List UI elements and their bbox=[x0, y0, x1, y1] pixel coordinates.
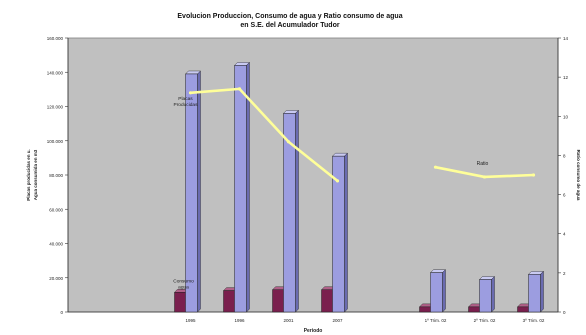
bar-side-face bbox=[442, 269, 446, 313]
ratio-point bbox=[188, 91, 193, 95]
y-right-tick-label: 0 bbox=[563, 310, 566, 315]
annotation-placas-producidas: Producidas bbox=[174, 102, 199, 108]
x-tick-label: 2007 bbox=[332, 318, 343, 323]
bar-side-face bbox=[197, 70, 201, 313]
chart-title-line-2: en S.E. del Acumulador Tudor bbox=[240, 22, 340, 29]
bar bbox=[283, 113, 296, 313]
bar bbox=[272, 289, 285, 313]
y-left-tick-label: 80.000 bbox=[49, 173, 63, 178]
annotation-ratio: Ratio bbox=[477, 161, 489, 167]
bar bbox=[528, 274, 541, 313]
x-tick-label: 1995 bbox=[185, 318, 196, 323]
annotation-consumo-agua: agua bbox=[178, 285, 189, 290]
ratio-point bbox=[237, 87, 242, 91]
bar bbox=[332, 155, 345, 313]
ratio-line bbox=[189, 87, 339, 183]
plot-area bbox=[67, 37, 559, 313]
bar-side-face bbox=[491, 275, 495, 313]
y-left-tick-label: 160.000 bbox=[47, 36, 64, 41]
y-right-tick-label: 4 bbox=[563, 232, 566, 237]
x-tick-label: 1º Trim. 02 bbox=[425, 318, 447, 323]
ratio-point bbox=[482, 175, 487, 179]
bar-side-face bbox=[540, 270, 544, 313]
ratio-point bbox=[286, 140, 291, 144]
x-tick-label: 3º Trim. 02 bbox=[523, 318, 545, 323]
y-left-tick-label: 120.000 bbox=[47, 105, 64, 110]
annotation-placas-producidas: Placas bbox=[178, 96, 193, 102]
y-right-tick-label: 14 bbox=[563, 36, 569, 41]
bar bbox=[174, 292, 187, 313]
chart-title-line-1: Evolucion Produccion, Consumo de agua y … bbox=[177, 13, 403, 20]
bar bbox=[223, 290, 236, 313]
y-right-tick-label: 2 bbox=[563, 271, 566, 276]
bar-side-face bbox=[344, 152, 348, 313]
y-left-tick-label: 20.000 bbox=[49, 276, 63, 281]
y-left-tick-label: 100.000 bbox=[47, 139, 64, 144]
x-tick-label: 2001 bbox=[283, 318, 294, 323]
y-left-tick-label: 40.000 bbox=[49, 242, 63, 247]
y-right-tick-label: 12 bbox=[563, 75, 569, 80]
bar bbox=[468, 306, 481, 313]
chart-title: Evolucion Produccion, Consumo de agua y … bbox=[95, 12, 485, 30]
bar bbox=[234, 65, 247, 313]
y-left-tick-label: 0 bbox=[60, 310, 63, 315]
bar bbox=[419, 306, 432, 313]
annotation-consumo-agua: Consumo bbox=[173, 278, 194, 284]
ratio-point bbox=[335, 179, 340, 183]
bar bbox=[430, 272, 443, 313]
bar-side-face bbox=[295, 109, 299, 313]
ratio-point bbox=[531, 173, 536, 177]
y-right-tick-label: 10 bbox=[563, 114, 569, 119]
y-right-tick-label: 8 bbox=[563, 153, 566, 158]
y-right-axis-title: Ratio consumo de agua bbox=[576, 150, 581, 201]
bar bbox=[321, 289, 334, 313]
y-right-tick-label: 6 bbox=[563, 193, 566, 198]
ratio-point bbox=[433, 165, 438, 169]
y-left-axis-title: Agua consumida en m3 bbox=[33, 149, 38, 200]
x-axis-title: Periodo bbox=[304, 328, 323, 334]
bar bbox=[185, 73, 198, 313]
y-left-tick-label: 60.000 bbox=[49, 207, 63, 212]
y-left-tick-label: 140.000 bbox=[47, 70, 64, 75]
x-tick-label: 2º Trim. 02 bbox=[474, 318, 496, 323]
bar bbox=[479, 279, 492, 313]
x-tick-label: 1996 bbox=[234, 318, 245, 323]
y-left-axis-title: Placas producidas en u. bbox=[26, 149, 31, 201]
bar bbox=[517, 306, 530, 313]
